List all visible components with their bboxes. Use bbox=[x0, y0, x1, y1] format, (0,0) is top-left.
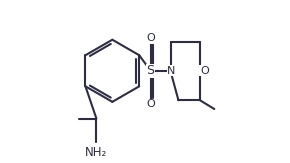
Text: N: N bbox=[167, 66, 175, 76]
Text: NH₂: NH₂ bbox=[85, 146, 108, 159]
Text: O: O bbox=[200, 66, 209, 76]
Text: O: O bbox=[146, 33, 155, 43]
Text: S: S bbox=[146, 64, 155, 77]
Text: O: O bbox=[146, 99, 155, 109]
